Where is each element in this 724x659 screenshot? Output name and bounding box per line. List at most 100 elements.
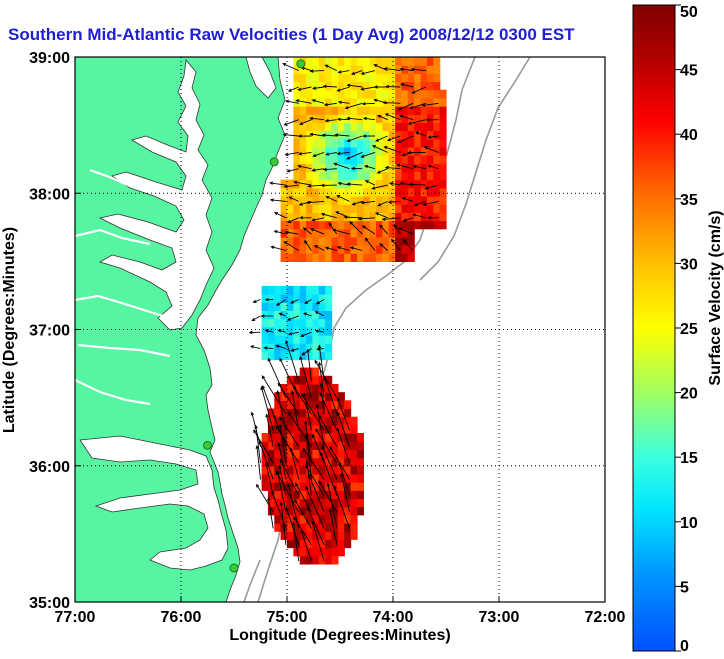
field-cell [350,531,358,540]
field-cell [350,204,358,213]
vector-arrowhead [269,198,274,202]
vector-arrow [397,164,414,170]
field-cell [369,155,377,164]
field-cell [357,253,364,262]
vector-arrow [398,102,414,111]
field-cell [376,106,383,115]
field-cell [337,89,345,99]
vector-arrow [358,217,376,220]
field-cell [280,204,288,213]
field-cell [312,97,320,107]
vector-arrow [300,530,312,562]
field-cell [363,97,371,107]
field-cell [357,212,364,222]
vector-arrow [300,331,312,337]
field-cell [337,473,345,483]
field-cell [293,384,301,393]
field-cell [350,89,358,99]
field-cell [401,97,409,107]
field-cell [267,294,275,303]
field-cell [331,97,339,107]
vector-arrow [345,102,363,109]
vector-arrowhead [384,113,389,117]
field-cell [376,245,383,254]
field-cell [325,302,333,311]
vector-arrowhead [340,472,344,477]
field-cell [318,547,326,557]
field-cell [267,441,275,450]
vector-arrow [326,196,337,202]
vector-arrow [398,135,414,143]
field-cell [357,457,364,467]
vector-arrow [387,135,401,141]
vector-arrow [322,134,337,137]
vector-arrowhead [381,217,386,221]
vector-arrow [377,115,388,121]
vector-arrow [304,299,312,304]
vector-arrowhead [282,63,287,67]
field-cell [293,334,301,344]
field-cell [293,187,301,197]
field-cell [350,433,358,442]
vector-arrowhead [407,121,412,125]
field-cell [280,285,288,295]
field-cell [357,465,364,475]
field-cell [439,171,447,181]
field-cell [318,457,326,467]
vector-arrowhead [346,182,351,186]
field-cell [337,457,345,467]
field-cell [382,220,390,230]
field-cell [325,523,333,532]
field-cell [325,122,333,132]
vector-arrowhead [248,330,253,335]
vector-arrowhead [320,212,325,217]
field-cell [312,220,320,230]
field-cell [350,130,358,140]
field-cell [433,204,441,213]
vector-arrow [335,134,350,137]
field-cell [267,318,275,328]
field-cell [312,449,320,459]
vector-arrowhead [409,105,414,110]
field-cell [337,187,345,197]
field-cell [287,433,294,442]
field-cell [299,285,307,295]
field-cell [369,245,377,254]
field-cell [337,163,345,173]
field-cell [325,57,333,66]
vector-arrowhead [318,414,322,419]
field-cell [312,146,320,156]
vector-arrow [293,385,312,415]
vector-arrow [403,217,414,222]
field-cell [267,334,275,344]
vector-arrow [296,99,312,104]
field-cell [293,343,301,352]
field-cell [287,465,294,475]
field-cell [318,97,326,107]
field-cell [344,146,352,156]
field-cell [420,89,428,99]
field-cell [344,253,352,262]
field-cell [312,441,320,450]
vector-arrowhead [252,299,257,303]
field-cell [267,302,275,311]
vector-arrowhead [379,224,383,229]
field-cell [293,318,301,328]
vector-arrowhead [329,446,333,450]
field-cell [325,236,333,246]
vector-arrowhead [297,134,302,138]
field-cell [318,302,326,311]
field-cell [312,253,320,262]
field-cell [439,155,447,164]
field-cell [369,171,377,181]
field-cell [274,392,282,401]
field-cell [376,97,383,107]
field-cell [293,465,301,475]
field-cell [293,310,301,320]
field-cell [318,57,326,66]
field-cell [357,449,364,459]
field-cell [287,302,294,311]
vector-arrow [292,522,300,562]
vector-arrowhead [263,346,268,350]
field-cell [287,539,294,549]
